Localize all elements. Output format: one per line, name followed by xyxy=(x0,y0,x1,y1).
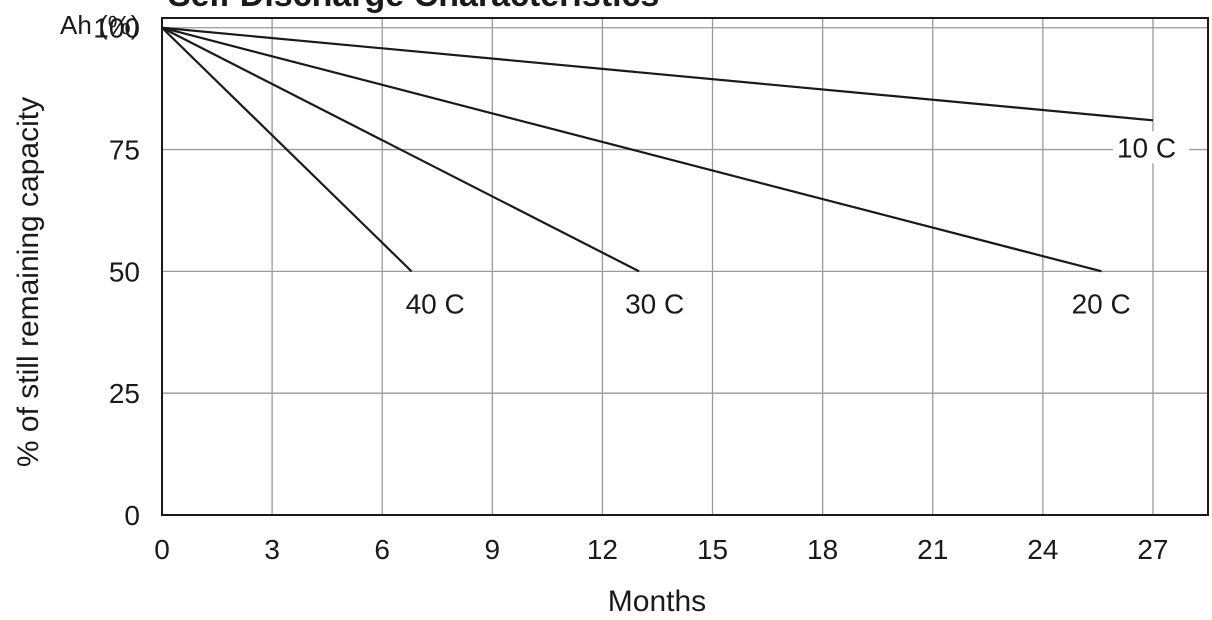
series-label: 40 C xyxy=(406,288,465,319)
series-labels: 10 C 20 C 30 C 40 C xyxy=(401,131,1189,320)
series-line xyxy=(161,26,1102,273)
series-lines xyxy=(161,26,1154,273)
y-tick-label: 25 xyxy=(109,378,140,409)
x-axis-label: Months xyxy=(608,585,706,618)
x-tick-label: 6 xyxy=(374,534,390,565)
chart-title: Self Discharge Characteristics xyxy=(168,0,659,14)
y-tick-labels: 0 25 50 75 100 xyxy=(93,13,140,531)
x-tick-label: 18 xyxy=(807,534,838,565)
series-line xyxy=(161,26,413,273)
series-line xyxy=(161,26,640,273)
series-label-background xyxy=(621,287,698,320)
series-line xyxy=(161,26,1154,122)
series-label-background xyxy=(1112,131,1189,164)
plot-frame xyxy=(161,17,1209,516)
x-tick-label: 15 xyxy=(697,534,728,565)
y-tick-label: 0 xyxy=(124,500,140,531)
x-tick-label: 9 xyxy=(485,534,501,565)
series-label: 10 C xyxy=(1117,132,1176,163)
x-tick-labels: 0 3 6 9 12 15 18 21 24 27 xyxy=(154,534,1168,565)
series-label-background xyxy=(1067,287,1144,320)
x-tick-label: 21 xyxy=(917,534,948,565)
y-axis-label: % of still remaining capacity xyxy=(12,97,45,467)
x-tick-label: 3 xyxy=(264,534,280,565)
y-tick-label: 50 xyxy=(109,256,140,287)
y-tick-label: 75 xyxy=(109,135,140,166)
series-label: 30 C xyxy=(625,288,684,319)
x-tick-label: 27 xyxy=(1137,534,1168,565)
series-label: 20 C xyxy=(1072,288,1131,319)
y-tick-label: 100 xyxy=(93,13,140,44)
x-tick-label: 0 xyxy=(154,534,170,565)
grid-lines xyxy=(162,18,1208,515)
x-tick-label: 12 xyxy=(587,534,618,565)
x-tick-label: 24 xyxy=(1027,534,1058,565)
series-label-background xyxy=(401,287,478,320)
y-unit-label: Ah (%) xyxy=(60,10,139,40)
